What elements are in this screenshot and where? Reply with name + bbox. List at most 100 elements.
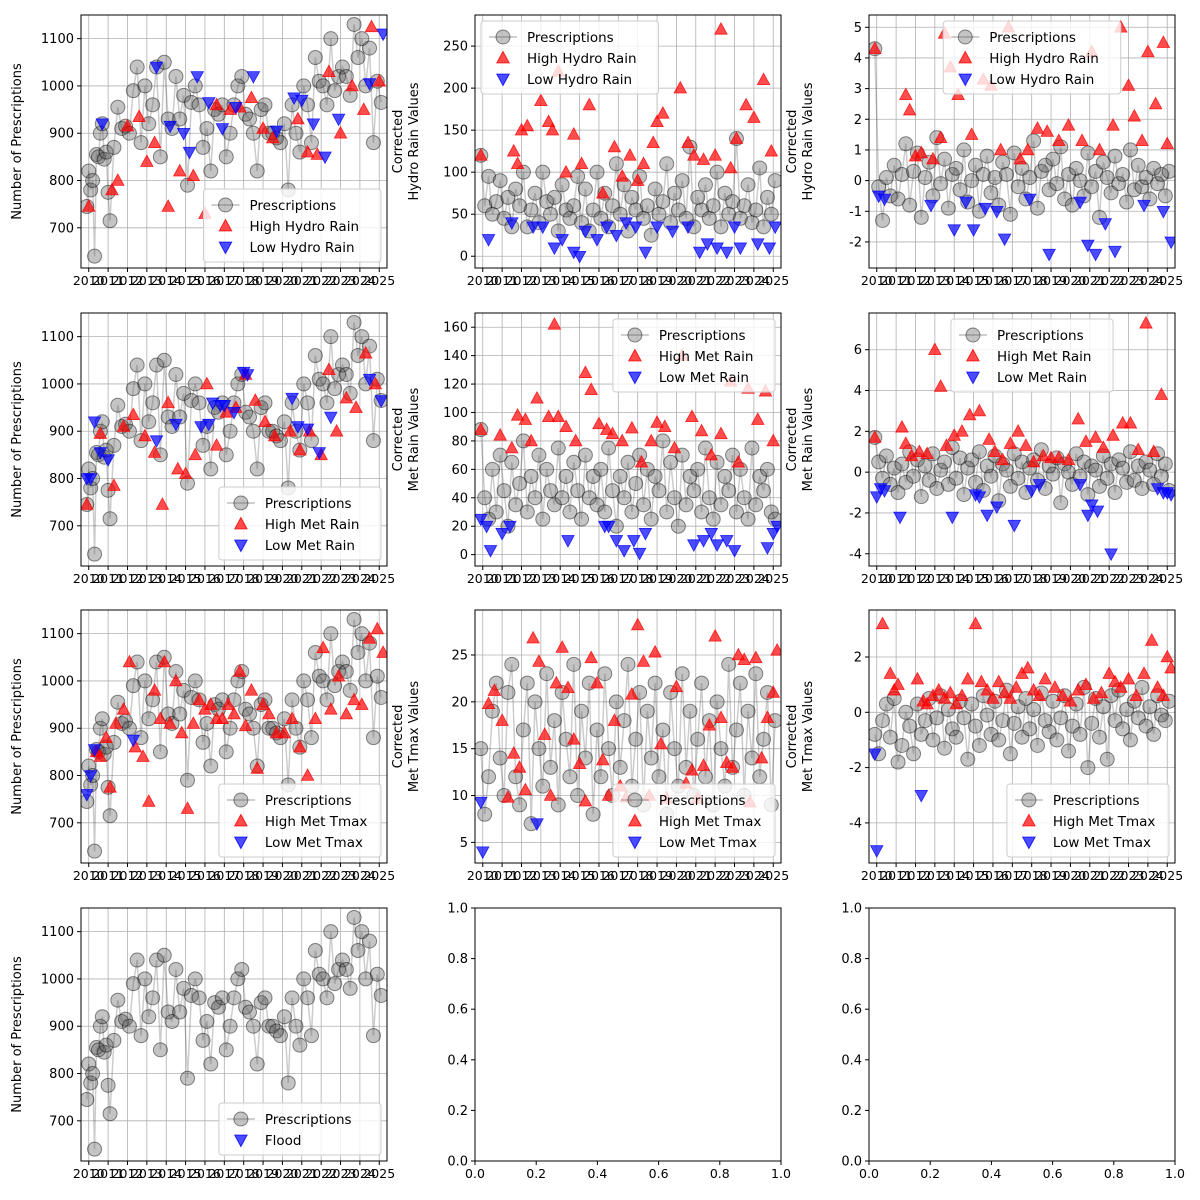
high-marker [215, 711, 230, 725]
low-marker [1088, 248, 1103, 262]
high-marker [912, 444, 927, 458]
prescriptions-point [218, 149, 234, 165]
y-tick-label: 1100 [41, 32, 74, 47]
high-marker [756, 72, 771, 85]
prescriptions-point [894, 737, 910, 753]
x-tick-label: 2022 [305, 868, 337, 883]
high-marker [285, 711, 299, 725]
data-layer [81, 16, 387, 264]
prescriptions-point [1084, 458, 1100, 474]
prescriptions-point [1037, 713, 1053, 729]
low-marker [768, 221, 781, 235]
prescriptions-point [230, 376, 246, 392]
high-marker [93, 426, 108, 439]
prescriptions-point [365, 1028, 381, 1044]
low-marker [362, 373, 377, 387]
y-tick-label: 25 [451, 648, 468, 663]
data-layer [81, 611, 387, 859]
prescriptions-point [659, 156, 675, 172]
prescriptions-point [550, 797, 566, 813]
prescriptions-point [1091, 478, 1107, 494]
legend-label: High Met Tmax [1053, 814, 1156, 830]
prescriptions-point [323, 31, 339, 47]
prescriptions-point [230, 78, 246, 94]
low-marker [704, 528, 719, 541]
y-tick-label: 60 [451, 463, 468, 478]
x-tick-label: 0.6 [649, 1166, 669, 1181]
low-marker [495, 528, 509, 541]
high-marker [972, 403, 987, 417]
prescriptions-point [933, 176, 949, 192]
low-marker [599, 221, 614, 235]
x-tick-label: 2014 [150, 571, 182, 586]
high-marker [766, 433, 781, 447]
legend-box [218, 1102, 382, 1156]
legend-label: High Hydro Rain [250, 219, 360, 235]
prescriptions-point [96, 151, 112, 167]
high-marker [262, 706, 276, 720]
prescriptions-point [523, 468, 539, 484]
low-marker [83, 770, 98, 783]
high-marker [1127, 108, 1142, 122]
prescriptions-point [292, 1037, 308, 1053]
prescriptions-point [288, 1018, 304, 1034]
x-tick-label: 2020 [661, 571, 693, 586]
high-marker [1026, 682, 1041, 696]
low-marker [176, 127, 191, 141]
prescriptions-point [512, 198, 528, 214]
prescriptions-point [512, 797, 528, 813]
high-marker [731, 647, 746, 661]
prescriptions-point [523, 202, 539, 218]
prescriptions-point [1014, 454, 1030, 470]
prescriptions-point [1053, 710, 1069, 726]
prescriptions-point [670, 202, 686, 218]
prescriptions-point [307, 50, 323, 66]
prescriptions-point [500, 189, 516, 205]
y-tick-label: 0.0 [447, 1155, 468, 1170]
prescriptions-point [597, 666, 613, 682]
low-marker [101, 454, 115, 467]
prescriptions-point [1126, 182, 1142, 198]
prescriptions-point [137, 971, 153, 987]
high-marker [1148, 96, 1163, 110]
x-tick-label: 2020 [267, 571, 299, 586]
high-marker [120, 118, 135, 132]
x-tick-label: 0.2 [920, 1166, 940, 1181]
prescriptions-point [589, 497, 605, 513]
low-marker [638, 246, 653, 260]
prescriptions-point [1084, 179, 1100, 195]
x-tick-label: 2011 [92, 868, 124, 883]
low-marker [475, 846, 490, 860]
prescriptions-point [319, 97, 335, 113]
prescriptions-point [1099, 470, 1115, 486]
low-marker [504, 217, 519, 230]
x-tick-label: 2022 [1093, 273, 1125, 288]
prescriptions-point [1033, 163, 1049, 179]
x-tick-label: 0.8 [710, 1166, 730, 1181]
high-marker [650, 415, 664, 428]
prescriptions-point [732, 675, 748, 691]
high-marker [625, 686, 639, 700]
y-axis-label: CorrectedHydro Rain Values [391, 82, 422, 200]
x-tick-label: 2014 [150, 1166, 182, 1181]
high-marker [1156, 35, 1171, 48]
prescriptions-point [199, 1013, 215, 1029]
prescriptions-point [276, 414, 292, 430]
low-marker [650, 221, 664, 235]
high-marker [534, 93, 548, 107]
prescriptions-point [1103, 185, 1119, 201]
high-marker [1150, 680, 1165, 693]
high-marker [541, 409, 556, 423]
prescriptions-point [558, 202, 574, 218]
prescriptions-point [570, 483, 586, 499]
low-marker [980, 509, 994, 523]
low-marker [201, 418, 216, 432]
prescriptions-point [979, 148, 995, 164]
legend-marker-prescriptions [627, 327, 643, 343]
prescriptions-point [991, 732, 1007, 748]
prescriptions-point [890, 754, 906, 770]
prescriptions-point [1115, 166, 1131, 182]
x-tick-label: 2023 [325, 571, 357, 586]
prescriptions-point [717, 185, 733, 201]
prescriptions-point [882, 729, 898, 745]
